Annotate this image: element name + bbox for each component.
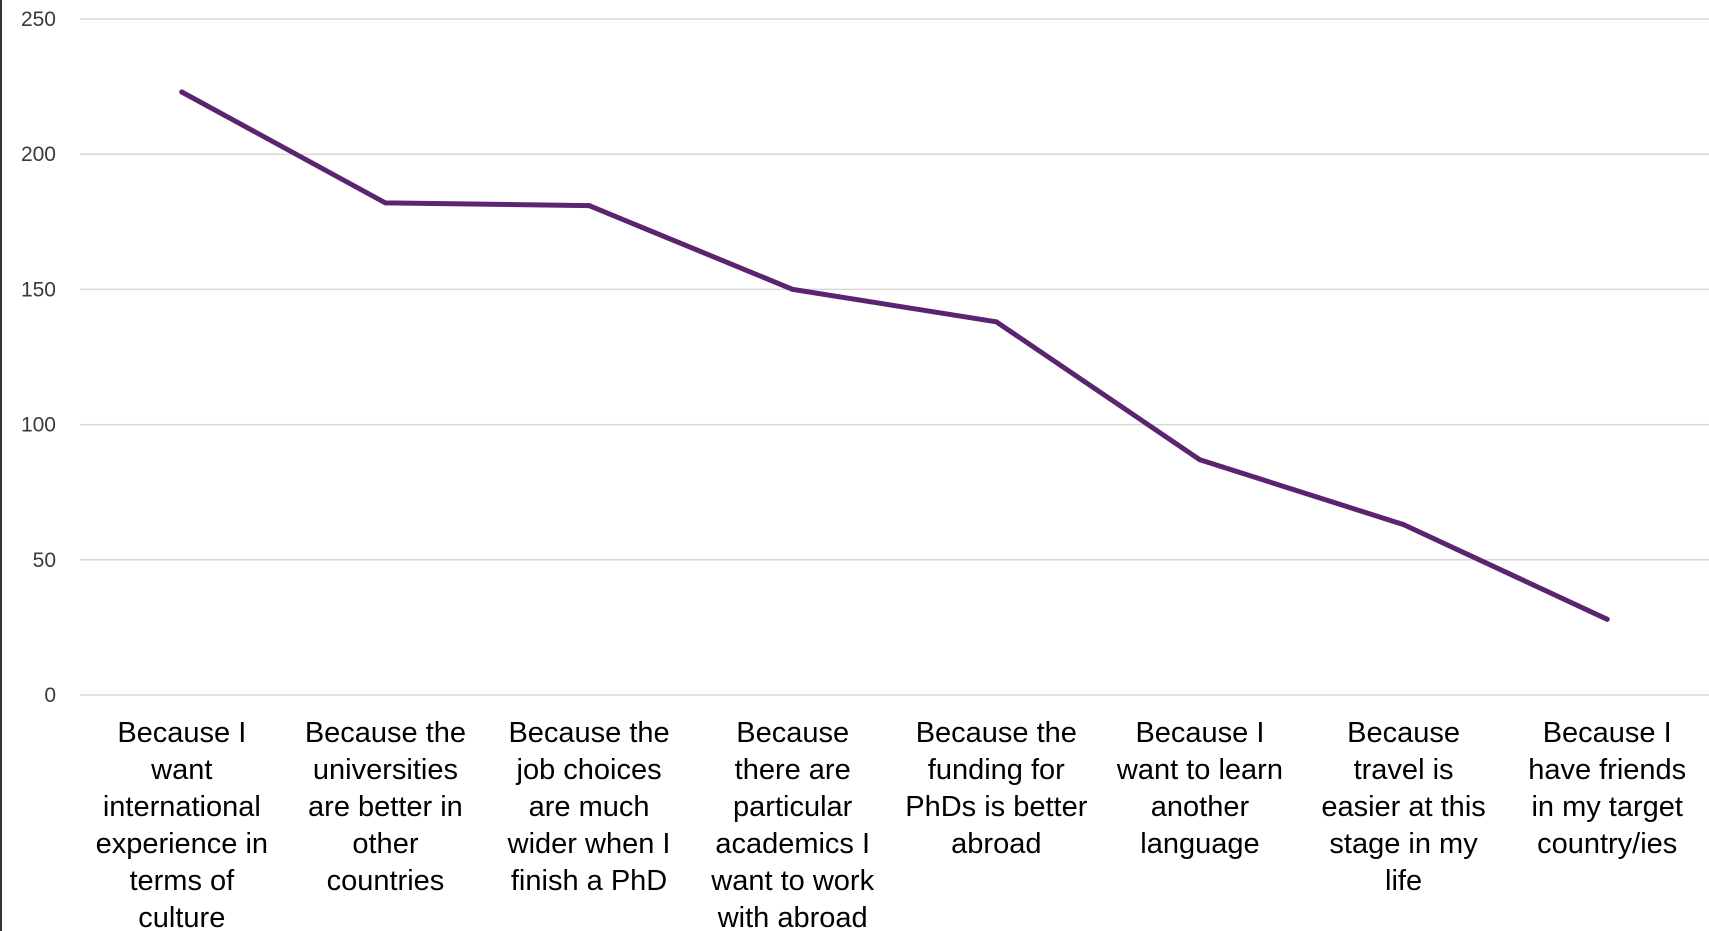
data-point: [382, 200, 388, 206]
y-tick-label: 150: [21, 278, 56, 301]
data-point: [1197, 457, 1203, 463]
y-tick-label: 100: [21, 414, 56, 437]
series-line-0: [179, 89, 1610, 622]
data-point: [586, 203, 592, 209]
y-tick-label: 0: [44, 684, 56, 707]
x-tick-label: Because the funding for PhDs is better abro…: [905, 717, 1087, 860]
y-tick-label: 250: [21, 8, 56, 31]
data-point: [790, 286, 796, 292]
x-tick-label: Because travel is easier at this stage in m…: [1321, 717, 1485, 897]
data-point: [1401, 522, 1407, 528]
y-tick-labels: 0 50 100 150 200 250: [21, 8, 56, 707]
y-tick-label: 50: [33, 549, 56, 572]
data-point: [993, 319, 999, 325]
series-layer: [179, 89, 1610, 622]
x-tick-label: Because the universities are better in othe…: [305, 717, 466, 897]
data-point: [179, 89, 185, 95]
gridlines: [80, 18, 1709, 696]
data-point: [1604, 616, 1610, 622]
x-tick-label: Because the job choices are much wider when…: [507, 717, 671, 897]
y-tick-label: 200: [21, 143, 56, 166]
